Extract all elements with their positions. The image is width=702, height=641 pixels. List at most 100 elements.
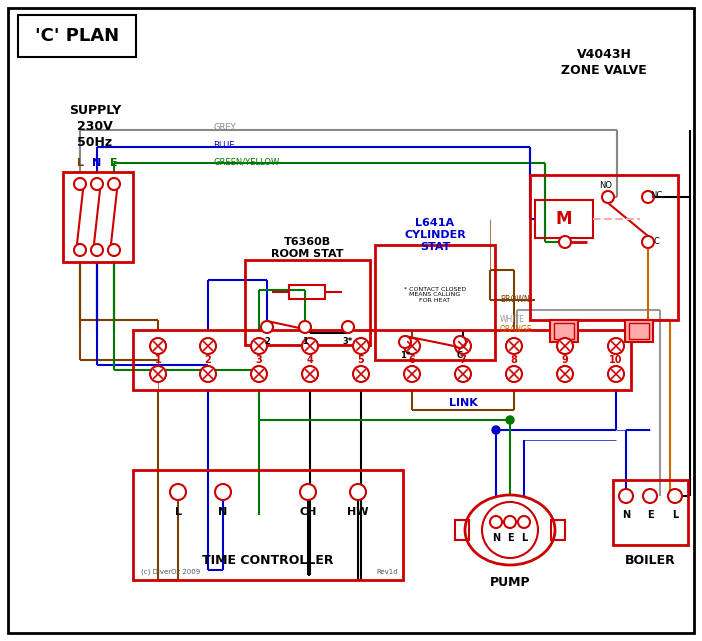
Bar (289, 285, 325, 299)
Circle shape (215, 484, 231, 500)
Text: N: N (93, 158, 102, 168)
Circle shape (557, 366, 573, 382)
Bar (613, 480, 688, 545)
Circle shape (299, 321, 311, 333)
Circle shape (602, 191, 614, 203)
Circle shape (302, 366, 318, 382)
Text: 1*: 1* (400, 351, 410, 360)
Circle shape (170, 484, 186, 500)
Text: ORANGE: ORANGE (500, 325, 533, 334)
Circle shape (91, 178, 103, 190)
Bar (530, 175, 678, 320)
Circle shape (399, 336, 411, 348)
Circle shape (74, 178, 86, 190)
Circle shape (557, 338, 573, 354)
Circle shape (353, 338, 369, 354)
Text: 1: 1 (302, 337, 308, 345)
Text: * CONTACT CLOSED
MEANS CALLING
FOR HEAT: * CONTACT CLOSED MEANS CALLING FOR HEAT (404, 287, 466, 303)
Circle shape (404, 366, 420, 382)
Text: CYLINDER: CYLINDER (404, 230, 466, 240)
Circle shape (353, 366, 369, 382)
Circle shape (506, 416, 514, 424)
Circle shape (642, 236, 654, 248)
Text: 230V: 230V (77, 119, 113, 133)
Text: LINK: LINK (449, 398, 477, 408)
Text: 3*: 3* (343, 337, 353, 345)
Text: 7: 7 (460, 355, 466, 365)
Circle shape (150, 366, 166, 382)
Text: L: L (77, 158, 84, 168)
Bar (63, 172, 133, 262)
Text: 5: 5 (357, 355, 364, 365)
Text: 8: 8 (510, 355, 517, 365)
Bar (133, 330, 631, 390)
Text: ZONE VALVE: ZONE VALVE (561, 63, 647, 76)
Circle shape (200, 338, 216, 354)
Bar (455, 520, 469, 540)
Bar (245, 260, 370, 345)
Bar (551, 520, 565, 540)
Text: 10: 10 (609, 355, 623, 365)
Circle shape (300, 484, 316, 500)
Text: STAT: STAT (420, 242, 450, 252)
Circle shape (251, 338, 267, 354)
Text: N: N (622, 510, 630, 520)
Circle shape (455, 338, 471, 354)
Ellipse shape (465, 495, 555, 565)
Text: E: E (110, 158, 118, 168)
Circle shape (506, 366, 522, 382)
Text: WHITE: WHITE (500, 315, 525, 324)
Circle shape (91, 244, 103, 256)
Circle shape (608, 338, 624, 354)
Bar (18, 15, 136, 57)
Text: GREEN/YELLOW: GREEN/YELLOW (213, 158, 279, 167)
Text: HW: HW (347, 507, 369, 517)
Text: 3: 3 (256, 355, 263, 365)
Bar (629, 323, 649, 339)
Text: BROWN: BROWN (500, 295, 529, 304)
Circle shape (150, 338, 166, 354)
Text: NC: NC (650, 190, 662, 199)
Text: NO: NO (600, 181, 613, 190)
Text: BOILER: BOILER (625, 554, 675, 567)
Circle shape (261, 321, 273, 333)
Text: L: L (521, 533, 527, 543)
Text: N: N (492, 533, 500, 543)
Circle shape (482, 502, 538, 558)
Circle shape (454, 336, 466, 348)
Circle shape (608, 366, 624, 382)
Text: 6: 6 (409, 355, 416, 365)
Text: (c) DiverOz 2009: (c) DiverOz 2009 (141, 569, 200, 575)
Circle shape (490, 516, 502, 528)
Bar (625, 320, 653, 342)
Text: 4: 4 (307, 355, 313, 365)
Bar (535, 200, 593, 238)
Text: 50Hz: 50Hz (77, 135, 112, 149)
Circle shape (506, 338, 522, 354)
Text: 1: 1 (154, 355, 161, 365)
Bar (133, 470, 403, 580)
Circle shape (108, 244, 120, 256)
Circle shape (642, 191, 654, 203)
Text: 2: 2 (264, 337, 270, 345)
Circle shape (518, 516, 530, 528)
Text: E: E (507, 533, 513, 543)
Circle shape (643, 489, 657, 503)
Text: E: E (647, 510, 654, 520)
Text: L: L (672, 510, 678, 520)
Bar (550, 320, 578, 342)
Text: C: C (653, 238, 659, 247)
Text: V4043H: V4043H (576, 49, 631, 62)
Text: SUPPLY: SUPPLY (69, 103, 121, 117)
Text: M: M (556, 210, 572, 228)
Text: ROOM STAT: ROOM STAT (271, 249, 343, 259)
Circle shape (619, 489, 633, 503)
Text: GREY: GREY (213, 124, 236, 133)
Text: TIME CONTROLLER: TIME CONTROLLER (202, 553, 333, 567)
Text: 9: 9 (562, 355, 569, 365)
Circle shape (350, 484, 366, 500)
Text: Rev1d: Rev1d (376, 569, 398, 575)
Text: BLUE: BLUE (213, 140, 234, 149)
Circle shape (302, 338, 318, 354)
Text: C: C (457, 351, 463, 360)
